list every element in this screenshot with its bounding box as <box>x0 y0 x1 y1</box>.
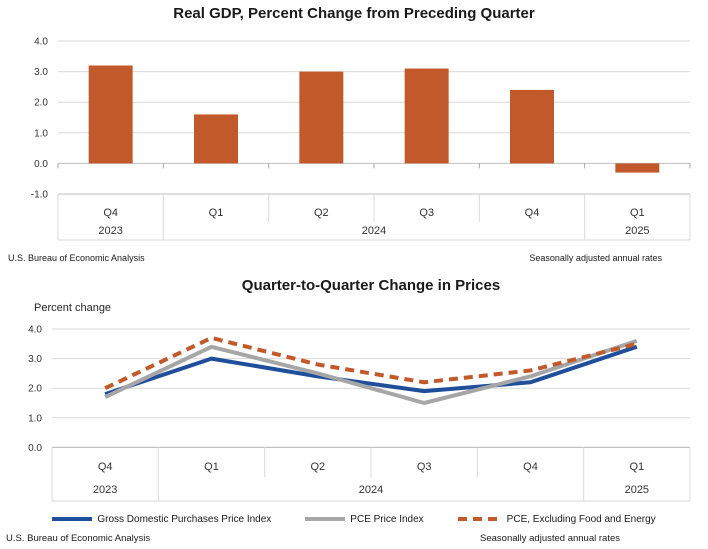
legend-label: PCE Price Index <box>350 513 424 525</box>
y-axis-tick-label: 2.0 <box>34 98 48 109</box>
solid-line-swatch-icon <box>52 517 93 521</box>
legend-item: PCE Price Index <box>305 513 424 525</box>
solid-line-swatch-icon <box>305 517 346 521</box>
quarter-label: Q2 <box>310 461 325 473</box>
year-label: 2024 <box>362 225 386 237</box>
quarter-label: Q3 <box>417 461 432 473</box>
quarter-label: Q3 <box>419 207 434 219</box>
dashed-line-swatch-icon <box>457 517 502 521</box>
prices-line-chart: 4.0 3.0 2.0 1.0 0.0 Q4 Q1 Q2 Q3 Q4 Q1 2023 2024 2025 <box>28 325 691 502</box>
quarter-label: Q4 <box>525 207 540 219</box>
series-line <box>104 344 638 397</box>
quarter-label: Q2 <box>314 207 329 219</box>
y-axis-tick-label: 0.0 <box>34 159 48 170</box>
y-axis-tick-label: -1.0 <box>31 190 49 201</box>
year-label: 2025 <box>625 225 649 237</box>
y-axis-tick-label: 1.0 <box>28 413 42 424</box>
year-label: 2024 <box>359 484 383 496</box>
y-axis-tick-label: 4.0 <box>28 325 42 336</box>
y-axis-tick-label: 0.0 <box>28 443 42 454</box>
legend-item: Gross Domestic Purchases Price Index <box>52 514 271 525</box>
quarter-label: Q1 <box>209 207 224 219</box>
quarter-label: Q1 <box>204 461 219 473</box>
y-axis-tick-label: 3.0 <box>34 67 48 78</box>
legend-item: PCE, Excluding Food and Energy <box>457 513 656 525</box>
gdp-bar <box>615 163 660 173</box>
series-line <box>104 338 638 405</box>
quarter-label: Q4 <box>523 461 538 473</box>
y-axis-tick-label: 4.0 <box>34 37 48 48</box>
gdp-bar <box>194 114 238 164</box>
legend-label: PCE, Excluding Food and Energy <box>506 513 656 525</box>
quarter-label: Q4 <box>103 207 118 219</box>
year-label: 2025 <box>625 484 649 496</box>
series-line <box>104 335 638 391</box>
gdp-bar <box>88 65 133 164</box>
prices-source-note: U.S. Bureau of Economic Analysis <box>6 533 151 544</box>
quarter-label: Q1 <box>630 207 645 219</box>
year-label: 2023 <box>98 225 122 237</box>
legend-label: Gross Domestic Purchases Price Index <box>97 513 272 525</box>
quarter-label: Q4 <box>98 461 113 473</box>
prices-adjustment-note: Seasonally adjusted annual rates <box>480 533 620 544</box>
y-axis-tick-label: 3.0 <box>28 354 42 365</box>
gdp-bar <box>404 68 449 164</box>
prices-chart-legend: Gross Domestic Purchases Price Index PCE … <box>0 510 708 528</box>
gdp-bar <box>510 89 554 164</box>
y-axis-tick-label: 1.0 <box>34 128 48 139</box>
gdp-chart-title: Real GDP, Percent Change from Preceding … <box>173 5 535 22</box>
gdp-source-note: U.S. Bureau of Economic Analysis <box>8 253 145 263</box>
y-axis-tick-label: 2.0 <box>28 384 42 395</box>
prices-chart-title: Quarter-to-Quarter Change in Prices <box>241 277 501 294</box>
gdp-bar <box>299 71 344 164</box>
quarter-label: Q1 <box>629 461 644 473</box>
year-label: 2023 <box>93 484 117 496</box>
percent-change-axis-label: Percent change <box>34 302 112 314</box>
gdp-adjustment-note: Seasonally adjusted annual rates <box>529 253 662 263</box>
gdp-bar-chart: 4.0 3.0 2.0 1.0 0.0 -1.0 Q4 Q1 Q2 Q3 Q4 Q1 2023 2024 2… <box>31 37 691 241</box>
